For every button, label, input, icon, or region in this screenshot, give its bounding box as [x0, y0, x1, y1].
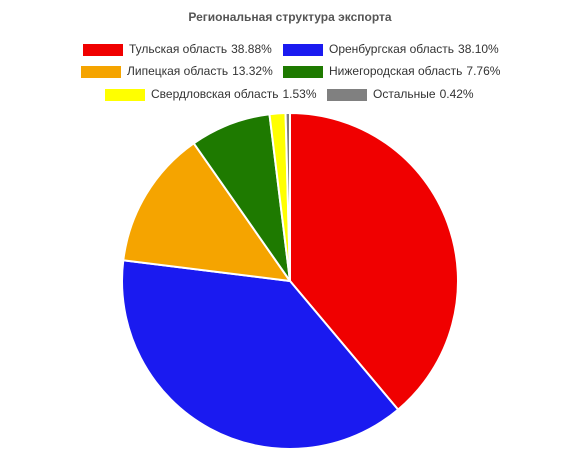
legend-value: 0.42%: [440, 87, 474, 101]
legend-swatch: [105, 89, 145, 101]
legend-name: Тульская область: [129, 42, 227, 56]
legend-label: Оренбургская область 38.10%: [329, 42, 499, 56]
legend-name: Свердловская область: [151, 87, 278, 101]
legend-label: Тульская область 38.88%: [129, 42, 272, 56]
legend-swatch: [81, 66, 121, 78]
legend-swatch: [283, 44, 323, 56]
pie-slice: [289, 111, 459, 412]
chart-title: Региональная структура экспорта: [188, 10, 391, 24]
legend-label: Свердловская область 1.53%: [151, 87, 317, 101]
pie-slice: [284, 111, 291, 282]
legend-name: Липецкая область: [127, 64, 228, 78]
legend-value: 38.10%: [458, 42, 499, 56]
legend-value: 13.32%: [232, 64, 273, 78]
legend-name: Оренбургская область: [329, 42, 454, 56]
pie-slice: [121, 259, 400, 450]
legend-label: Остальные 0.42%: [373, 87, 474, 101]
legend-swatch: [327, 89, 367, 101]
legend-swatch: [283, 66, 323, 78]
legend-label: Липецкая область 13.32%: [127, 64, 273, 78]
pie-slice: [122, 141, 293, 283]
legend-value: 38.88%: [231, 42, 272, 56]
legend-value: 1.53%: [282, 87, 316, 101]
legend-swatch: [83, 44, 123, 56]
legend-name: Остальные: [373, 87, 436, 101]
legend-value: 7.76%: [466, 64, 500, 78]
legend-name: Нижегородская область: [329, 64, 462, 78]
legend-label: Нижегородская область 7.76%: [329, 64, 501, 78]
